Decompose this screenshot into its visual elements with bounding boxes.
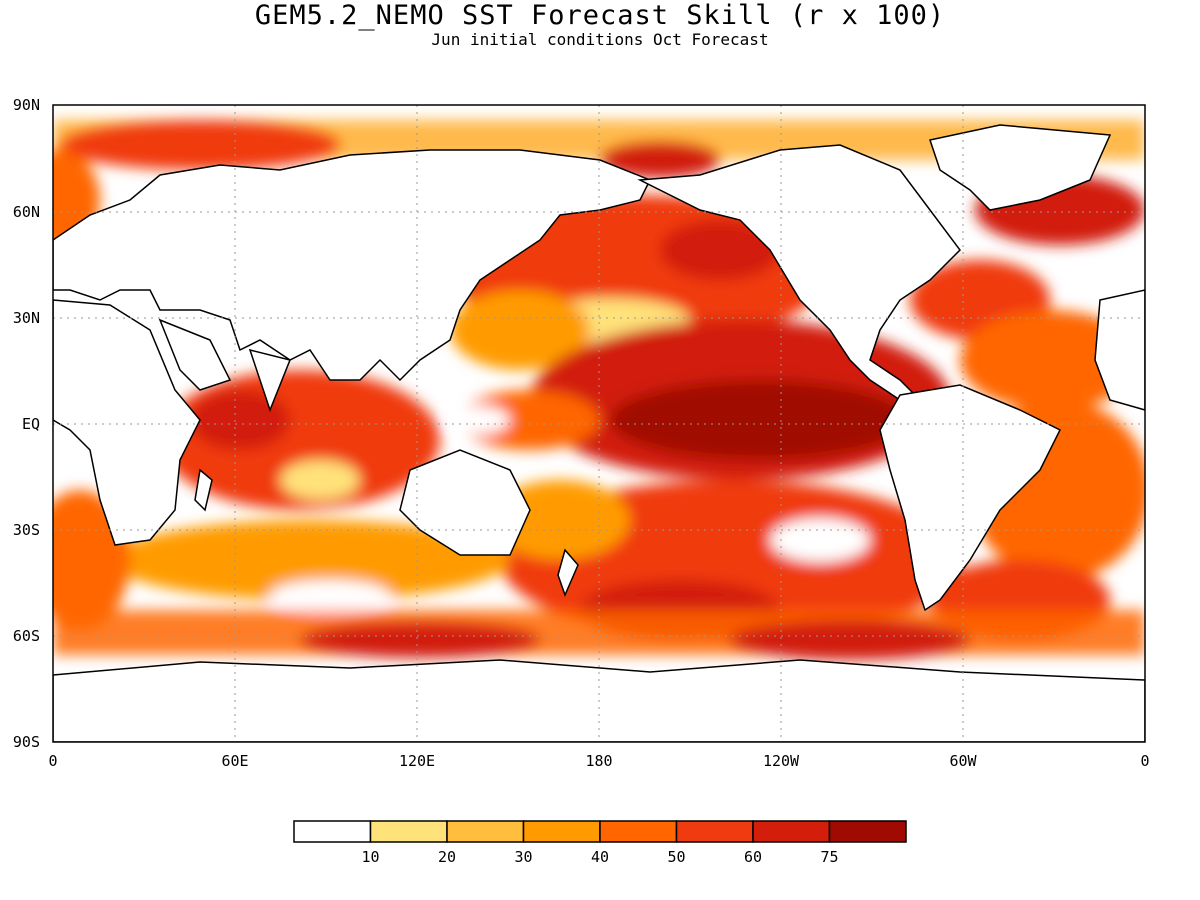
map-frame xyxy=(52,104,1146,743)
lat-tick-label: 60N xyxy=(13,203,40,221)
colorbar-swatch xyxy=(828,820,907,843)
continents xyxy=(53,124,1145,742)
colorbar-label: 50 xyxy=(667,848,685,866)
colorbar-label: 75 xyxy=(820,848,838,866)
lon-tick-label: 60W xyxy=(949,752,977,770)
colorbar-label: 30 xyxy=(514,848,532,866)
latitude-axis: 90N 60N 30N EQ 30S 60S 90S xyxy=(13,96,40,751)
colorbar-swatch xyxy=(675,820,754,843)
lon-tick-label: 180 xyxy=(585,752,612,770)
longitude-axis: 0 60E 120E 180 120W 60W 0 xyxy=(48,752,1149,770)
colorbar-legend: 10 20 30 40 50 60 75 xyxy=(293,820,907,866)
colorbar-swatch xyxy=(293,820,372,843)
map-gridlines xyxy=(53,105,1145,742)
colorbar-swatch xyxy=(522,820,601,843)
lat-tick-label: 60S xyxy=(13,627,40,645)
sst-skill-field xyxy=(53,120,1145,742)
colorbar-label: 20 xyxy=(438,848,456,866)
chart-subtitle: Jun initial conditions Oct Forecast xyxy=(431,30,769,49)
colorbar-swatch xyxy=(599,820,678,843)
lat-tick-label: EQ xyxy=(22,415,40,433)
lat-tick-label: 90S xyxy=(13,733,40,751)
lon-tick-label: 120W xyxy=(763,752,800,770)
colorbar-label: 10 xyxy=(361,848,379,866)
lat-tick-label: 30S xyxy=(13,521,40,539)
lat-tick-label: 30N xyxy=(13,309,40,327)
colorbar-label: 40 xyxy=(591,848,609,866)
colorbar-label: 60 xyxy=(744,848,762,866)
lon-tick-label: 0 xyxy=(48,752,57,770)
lon-tick-label: 0 xyxy=(1140,752,1149,770)
colorbar-swatch xyxy=(446,820,525,843)
lon-tick-label: 120E xyxy=(399,752,435,770)
colorbar-swatch xyxy=(752,820,831,843)
lon-tick-label: 60E xyxy=(221,752,248,770)
lat-tick-label: 90N xyxy=(13,96,40,114)
colorbar-swatch xyxy=(369,820,448,843)
chart-title: GEM5.2_NEMO SST Forecast Skill (r x 100) xyxy=(254,0,946,31)
